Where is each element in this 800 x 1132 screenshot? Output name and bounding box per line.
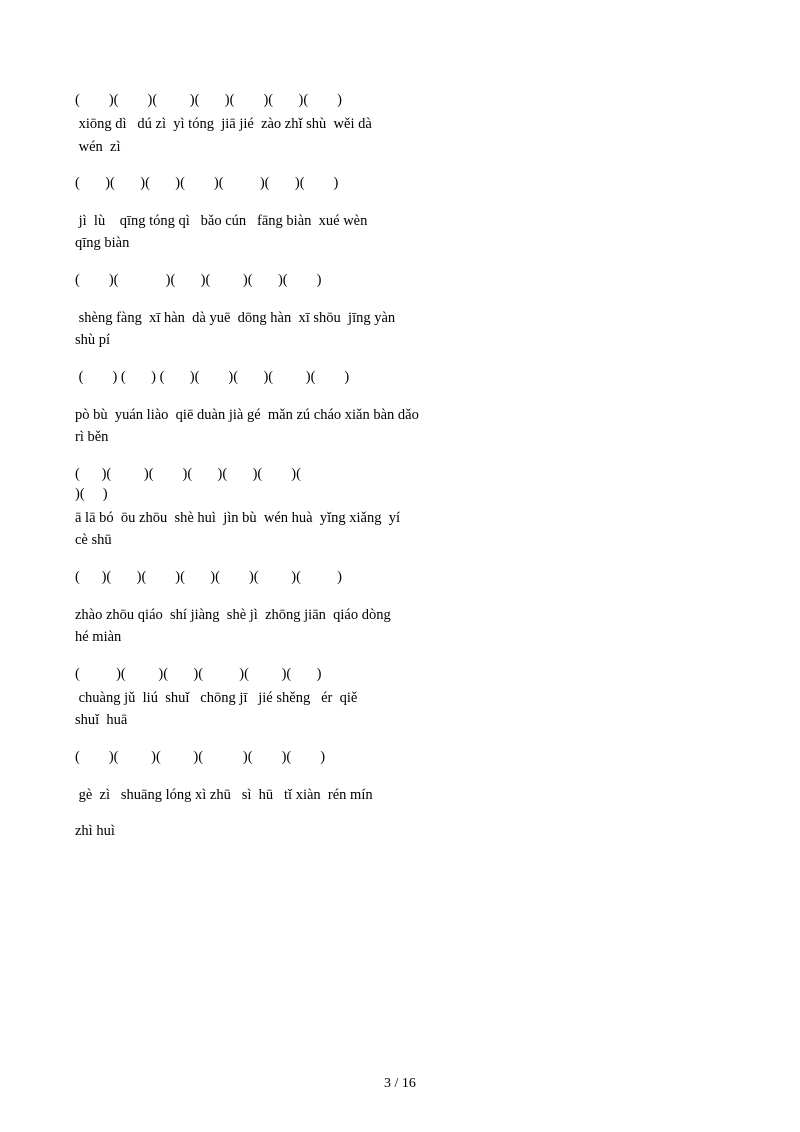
pinyin-line-2: shuǐ huā — [75, 710, 725, 730]
pinyin-line-1: pò bù yuán liào qiē duàn jià gé mǎn zú c… — [75, 405, 725, 425]
blank-parens: ( )( )( )( )( )( ) — [75, 270, 725, 290]
pinyin-line-1: zhào zhōu qiáo shí jiàng shè jì zhōng ji… — [75, 605, 725, 625]
pinyin-line-2: wén zì — [75, 137, 725, 157]
blank-parens: ( )( )( )( )( )( )( ) — [75, 567, 725, 587]
pinyin-line-1: ā lā bó ōu zhōu shè huì jìn bù wén huà y… — [75, 508, 725, 528]
pinyin-line-1: jì lù qīng tóng qì bǎo cún fāng biàn xué… — [75, 211, 725, 231]
exercise-group-8: ( )( )( )( )( )( ) gè zì shuāng lóng xì … — [75, 747, 725, 842]
blank-parens: ( )( )( )( )( )( ) — [75, 747, 725, 767]
pinyin-line-1: xiōng dì dú zì yì tóng jiā jié zào zhǐ s… — [75, 114, 725, 134]
blank-parens: ( )( )( )( )( )( )( ) — [75, 90, 725, 110]
blank-parens: ( ) ( ) ( )( )( )( )( ) — [75, 367, 725, 387]
document-page: ( )( )( )( )( )( )( ) xiōng dì dú zì yì … — [0, 0, 800, 1132]
pinyin-line-2: rì běn — [75, 427, 725, 447]
pinyin-line-2: zhì huì — [75, 821, 725, 841]
blank-parens: ( )( )( )( )( )( )( ) — [75, 173, 725, 193]
exercise-group-3: ( )( )( )( )( )( ) shèng fàng xī hàn dà … — [75, 270, 725, 351]
exercise-group-1: ( )( )( )( )( )( )( ) xiōng dì dú zì yì … — [75, 90, 725, 157]
blank-parens: ( )( )( )( )( )( ) — [75, 664, 725, 684]
exercise-group-5: ( )( )( )( )( )( )( )( ) ā lā bó ōu zhōu… — [75, 464, 725, 551]
exercise-group-2: ( )( )( )( )( )( )( ) jì lù qīng tóng qì… — [75, 173, 725, 254]
exercise-group-7: ( )( )( )( )( )( ) chuàng jǔ liú shuǐ ch… — [75, 664, 725, 731]
blank-parens: ( )( )( )( )( )( )( )( ) — [75, 464, 725, 505]
pinyin-line-1: gè zì shuāng lóng xì zhū sì hū tǐ xiàn r… — [75, 785, 725, 805]
pinyin-line-2: qīng biàn — [75, 233, 725, 253]
pinyin-line-2: cè shū — [75, 530, 725, 550]
pinyin-line-1: chuàng jǔ liú shuǐ chōng jī jié shěng ér… — [75, 688, 725, 708]
page-number: 3 / 16 — [0, 1074, 800, 1094]
pinyin-line-2: hé miàn — [75, 627, 725, 647]
exercise-group-6: ( )( )( )( )( )( )( ) zhào zhōu qiáo shí… — [75, 567, 725, 648]
exercise-group-4: ( ) ( ) ( )( )( )( )( ) pò bù yuán liào … — [75, 367, 725, 448]
pinyin-line-2: shù pí — [75, 330, 725, 350]
pinyin-line-1: shèng fàng xī hàn dà yuē dōng hàn xī shō… — [75, 308, 725, 328]
